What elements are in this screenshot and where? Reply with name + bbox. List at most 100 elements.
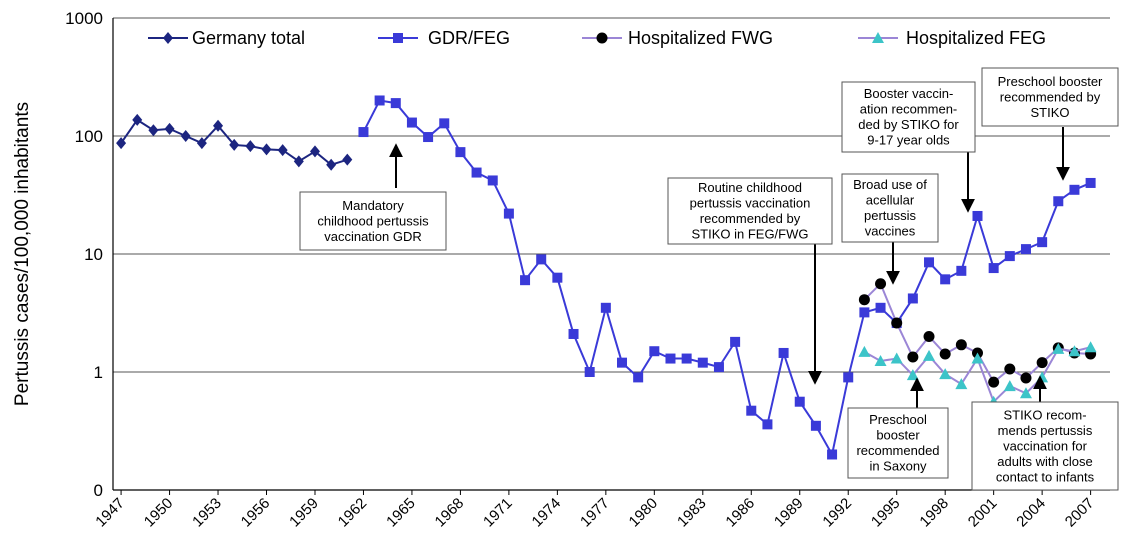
x-tick-label: 2001 <box>965 495 1001 531</box>
marker <box>552 272 563 283</box>
y-tick-label: 10 <box>84 245 103 264</box>
marker <box>568 328 579 339</box>
marker <box>487 175 498 186</box>
marker <box>326 158 337 171</box>
annotation-text: pertussis <box>864 208 917 223</box>
legend-label: Hospitalized FEG <box>906 28 1046 48</box>
x-tick-label: 1992 <box>819 495 855 531</box>
legend-label: Hospitalized FWG <box>628 28 773 48</box>
marker <box>907 293 918 304</box>
legend-label: Germany total <box>192 28 305 48</box>
x-tick-label: 1950 <box>141 495 177 531</box>
marker <box>1069 184 1080 195</box>
annotation-box <box>299 191 447 251</box>
y-tick-label: 0 <box>94 481 103 500</box>
marker <box>148 124 159 137</box>
marker <box>939 348 951 360</box>
marker <box>778 347 789 358</box>
marker <box>1019 387 1032 399</box>
marker <box>923 349 936 361</box>
marker <box>1004 251 1015 262</box>
annotation-text: STIKO <box>1030 105 1069 120</box>
marker <box>1004 363 1016 375</box>
x-tick-label: 2004 <box>1013 495 1049 531</box>
marker <box>1053 196 1064 207</box>
annotation-box <box>981 67 1119 127</box>
marker <box>393 33 403 43</box>
annotation-text: Booster vaccin- <box>864 86 954 101</box>
marker <box>309 145 320 158</box>
marker <box>617 357 628 368</box>
marker <box>584 367 595 377</box>
annotation-text: mends pertussis <box>998 423 1093 438</box>
annotation-text: vaccines <box>865 224 916 239</box>
marker <box>132 113 143 126</box>
marker <box>924 257 935 268</box>
marker <box>907 351 919 363</box>
marker <box>164 122 175 135</box>
marker <box>1020 244 1031 255</box>
marker <box>390 98 401 109</box>
annotation-text: contact to infants <box>996 469 1095 484</box>
marker <box>875 302 886 313</box>
annotation-box <box>847 407 949 479</box>
annotation-text: pertussis vaccination <box>690 196 811 211</box>
marker <box>665 353 676 364</box>
annotation-text: acellular <box>866 193 915 208</box>
marker <box>1037 237 1048 248</box>
annotation-text: Preschool booster <box>998 74 1103 89</box>
legend-label: GDR/FEG <box>428 28 510 48</box>
annotation-text: recommended by <box>1000 89 1101 104</box>
marker <box>423 132 434 143</box>
marker <box>923 330 935 342</box>
annotation-text: Broad use of <box>853 177 927 192</box>
x-tick-label: 1974 <box>529 495 565 531</box>
annotation-text: recommended <box>856 443 939 458</box>
marker <box>939 368 952 380</box>
x-tick-label: 1998 <box>916 495 952 531</box>
annotation-box <box>971 401 1119 491</box>
y-tick-label: 100 <box>75 127 103 146</box>
marker <box>955 339 967 351</box>
annotation-text: 9-17 year olds <box>867 133 950 148</box>
marker <box>374 95 385 106</box>
series-line <box>863 281 1091 384</box>
x-tick-label: 1995 <box>868 495 904 531</box>
x-tick-label: 1956 <box>238 495 274 531</box>
annotation-text: ded by STIKO for <box>858 117 959 132</box>
marker <box>1020 372 1032 384</box>
marker <box>1084 341 1097 353</box>
marker <box>1036 371 1049 383</box>
marker <box>697 357 708 368</box>
marker <box>681 353 692 364</box>
marker <box>536 254 547 265</box>
annotation-text: Preschool <box>869 412 927 427</box>
marker <box>277 144 288 157</box>
marker <box>827 449 838 460</box>
marker <box>213 119 224 132</box>
marker <box>245 140 256 153</box>
marker <box>1003 380 1016 392</box>
marker <box>163 32 173 44</box>
marker <box>713 362 724 373</box>
marker <box>1085 177 1096 188</box>
marker <box>1036 357 1048 369</box>
marker <box>116 137 127 150</box>
marker <box>972 210 983 221</box>
x-tick-label: 2007 <box>1062 495 1098 531</box>
marker <box>1068 345 1081 357</box>
x-tick-label: 1947 <box>92 495 128 531</box>
annotation-text: in Saxony <box>869 459 927 474</box>
y-tick-label: 1000 <box>65 9 103 28</box>
x-tick-label: 1980 <box>626 495 662 531</box>
marker <box>342 153 353 166</box>
marker <box>955 378 968 390</box>
marker <box>471 167 482 178</box>
marker <box>940 274 951 285</box>
marker <box>293 155 304 168</box>
marker <box>261 143 272 156</box>
marker <box>843 372 854 383</box>
marker <box>858 294 870 306</box>
x-tick-label: 1986 <box>722 495 758 531</box>
